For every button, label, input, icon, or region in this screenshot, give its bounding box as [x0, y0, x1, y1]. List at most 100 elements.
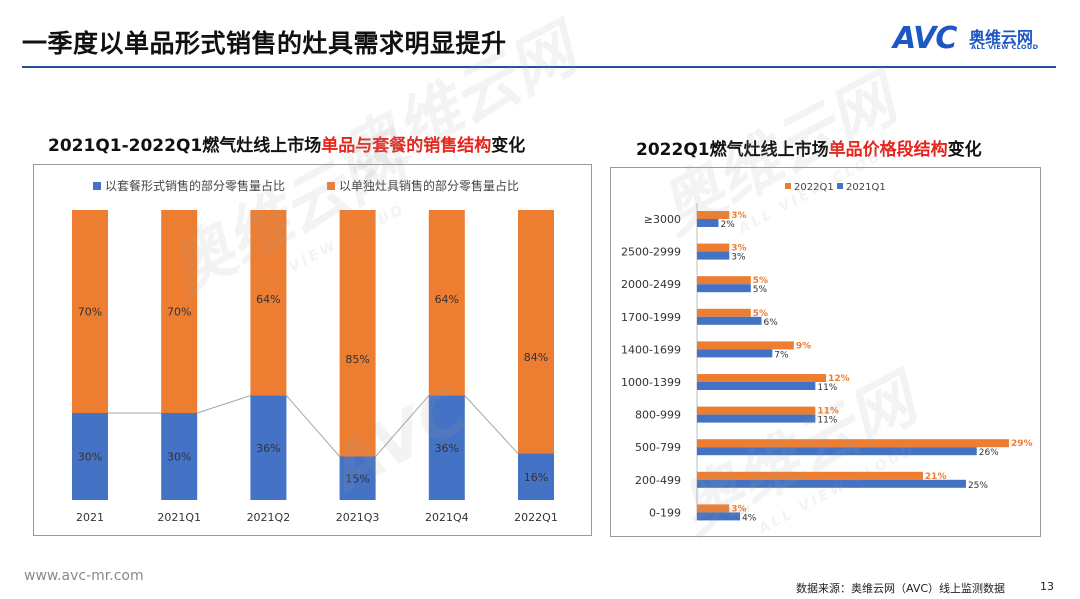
x-tick-label-2021Q3: 2021Q3 — [336, 511, 380, 524]
bar-2022q1-≥3000 — [697, 211, 730, 219]
bar-2021q1-≥3000 — [697, 219, 719, 227]
bar-2021q1-1700-1999 — [697, 316, 762, 325]
y-tick-label-1000-1399: 1000-1399 — [621, 376, 681, 389]
page-number: 13 — [1040, 580, 1054, 593]
bar-package-2021 — [72, 413, 108, 500]
data-label-2021q1-1000-1399: 11% — [817, 383, 837, 393]
y-tick-label-1400-1699: 1400-1699 — [621, 343, 681, 356]
data-label-package-2021Q4: 36% — [435, 442, 459, 455]
bar-2021q1-0-199 — [697, 512, 741, 521]
left-chart-title-post: 变化 — [491, 136, 526, 156]
bar-2022q1-800-999 — [697, 406, 816, 415]
bar-package-2022Q1 — [518, 453, 554, 500]
legend-label-2022q1: 2022Q1 — [794, 182, 834, 193]
x-tick-label-2021: 2021 — [76, 511, 104, 524]
price-segment-chart-panel: 2022Q1 2021Q1 ≥3000 3% 2% 2500-2999 3% 3% 2000-2… — [610, 167, 1041, 537]
y-tick-label-200-499: 200-499 — [635, 474, 681, 487]
stacked-bar-chart: 以套餐形式销售的部分零售量占比 以单独灶具销售的部分零售量占比 30% 70% 2021… — [72, 178, 558, 524]
data-label-2022q1-1000-1399: 12% — [828, 374, 850, 384]
price-segment-chart: 2022Q1 2021Q1≥3000 3%2%2500-2999 3%3%2000-2… — [621, 182, 1033, 523]
data-label-2021q1-500-799: 26% — [979, 448, 999, 458]
bar-2022q1-200-499 — [697, 471, 923, 480]
y-tick-label-2500-2999: 2500-2999 — [621, 246, 681, 259]
data-label-single-2021Q4: 64% — [435, 293, 459, 306]
chart-legend: 以套餐形式销售的部分零售量占比 以单独灶具销售的部分零售量占比 — [93, 178, 519, 193]
bar-2021q1-1000-1399 — [697, 382, 816, 390]
bar-2022q1-1000-1399 — [697, 374, 827, 382]
data-label-2022q1-2000-2499: 5% — [753, 276, 768, 286]
right-chart-title-pre: 2022Q1燃气灶线上市场 — [636, 140, 829, 160]
legend-label-package: 以套餐形式销售的部分零售量占比 — [105, 178, 285, 193]
bar-2021q1-2000-2499 — [697, 284, 751, 293]
bar-package-2021Q3 — [339, 456, 376, 500]
bar-2021q1-800-999 — [697, 414, 816, 423]
y-tick-label-0-199: 0-199 — [649, 506, 681, 519]
data-label-2022q1-800-999: 11% — [817, 407, 839, 417]
legend-swatch-package — [93, 182, 101, 190]
legend-label-2021q1: 2021Q1 — [846, 182, 886, 193]
x-tick-label-2021Q4: 2021Q4 — [425, 511, 469, 524]
y-tick-label-800-999: 800-999 — [635, 409, 681, 422]
y-tick-label-1700-1999: 1700-1999 — [621, 311, 681, 324]
data-label-2021q1-200-499: 25% — [968, 481, 988, 491]
data-label-package-2021Q3: 15% — [345, 472, 369, 485]
data-label-2021q1-≥3000: 2% — [721, 220, 736, 230]
bar-single-2021Q2 — [250, 210, 287, 396]
data-label-2021q1-1700-1999: 6% — [764, 318, 779, 328]
bar-2022q1-500-799 — [697, 439, 1009, 448]
title-divider — [22, 66, 1056, 68]
stacked-bar-chart-panel: 以套餐形式销售的部分零售量占比 以单独灶具销售的部分零售量占比 30% 70% 2021… — [33, 164, 592, 536]
bar-package-2021Q4 — [428, 395, 465, 500]
logo-cn-text: 奥维云网 — [969, 28, 1034, 47]
bar-2021q1-200-499 — [697, 479, 966, 488]
right-chart-title: 2022Q1燃气灶线上市场单品价格段结构变化 — [636, 135, 982, 160]
legend-label-single: 以单独灶具销售的部分零售量占比 — [339, 178, 519, 193]
data-source-note: 数据来源：奥维云网（AVC）线上监测数据 — [796, 582, 1006, 595]
logo-en-text: ALL VIEW CLOUD — [971, 43, 1039, 51]
data-label-2022q1-≥3000: 3% — [731, 211, 746, 221]
left-chart-title-pre: 2021Q1-2022Q1燃气灶线上市场 — [48, 136, 322, 156]
data-label-2022q1-500-799: 29% — [1011, 439, 1033, 449]
data-label-2022q1-200-499: 21% — [925, 472, 947, 482]
bar-single-2021Q3 — [339, 210, 376, 457]
data-label-2022q1-1700-1999: 5% — [753, 309, 768, 319]
data-label-single-2021Q2: 64% — [256, 293, 280, 306]
legend-swatch-2022q1 — [785, 183, 791, 189]
y-tick-label-500-799: 500-799 — [635, 441, 681, 454]
data-label-2021q1-0-199: 4% — [742, 513, 757, 523]
bar-2021q1-1400-1699 — [697, 349, 773, 358]
bar-single-2021 — [72, 210, 108, 413]
data-label-2022q1-1400-1699: 9% — [796, 341, 811, 351]
bar-2022q1-1400-1699 — [697, 341, 794, 350]
data-label-2021q1-1400-1699: 7% — [774, 350, 789, 360]
data-label-package-2022Q1: 16% — [524, 471, 548, 484]
data-label-single-2021Q3: 85% — [345, 353, 369, 366]
data-label-single-2021Q1: 70% — [167, 306, 191, 319]
data-label-2021q1-2000-2499: 5% — [753, 285, 768, 295]
bar-single-2021Q4 — [428, 210, 465, 396]
x-tick-label-2022Q1: 2022Q1 — [514, 511, 558, 524]
x-tick-label-2021Q1: 2021Q1 — [157, 511, 201, 524]
footer-url: www.avc-mr.com — [24, 568, 144, 584]
data-label-single-2022Q1: 84% — [524, 351, 548, 364]
logo-mark: AVC — [893, 21, 957, 56]
chart-legend: 2022Q1 2021Q1 — [785, 182, 886, 193]
bar-2021q1-500-799 — [697, 447, 977, 456]
y-tick-label-2000-2499: 2000-2499 — [621, 278, 681, 291]
left-chart-title-highlight: 单品与套餐的销售结构 — [321, 136, 492, 156]
legend-swatch-2021q1 — [837, 183, 843, 189]
bar-single-2021Q1 — [161, 210, 198, 413]
right-chart-title-post: 变化 — [947, 140, 982, 160]
data-label-package-2021Q2: 36% — [256, 442, 280, 455]
bar-2022q1-1700-1999 — [697, 308, 751, 317]
series-connector-line — [72, 395, 554, 457]
page-title: 一季度以单品形式销售的灶具需求明显提升 — [22, 29, 507, 58]
data-label-package-2021: 30% — [78, 451, 102, 464]
data-label-2022q1-2500-2999: 3% — [731, 244, 746, 254]
bar-2022q1-2000-2499 — [697, 276, 751, 285]
data-label-2021q1-2500-2999: 3% — [731, 253, 746, 263]
data-label-2022q1-0-199: 3% — [731, 504, 746, 514]
x-tick-label-2021Q2: 2021Q2 — [247, 511, 291, 524]
y-tick-label-≥3000: ≥3000 — [644, 213, 681, 226]
bar-package-2021Q1 — [161, 413, 198, 500]
